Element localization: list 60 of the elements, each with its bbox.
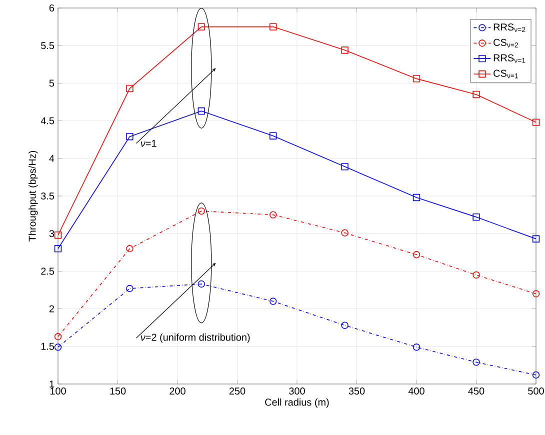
point bbox=[126, 284, 134, 292]
annotation: ν=2 (uniform distribution) bbox=[140, 333, 250, 343]
point bbox=[54, 232, 62, 239]
point bbox=[532, 235, 540, 242]
y-tick-label: 4 bbox=[49, 154, 54, 162]
point bbox=[341, 322, 348, 329]
point bbox=[341, 163, 348, 170]
point bbox=[472, 213, 480, 221]
point bbox=[198, 207, 205, 215]
y-tick-label: 3.5 bbox=[41, 192, 54, 200]
legend-label: RRS$_{ν=2}$ bbox=[494, 23, 526, 32]
x-tick-label: 500 bbox=[528, 388, 544, 395]
x-tick-label: 100 bbox=[50, 388, 66, 395]
point bbox=[198, 23, 205, 30]
y-tick-label: 2.5 bbox=[41, 268, 54, 275]
point bbox=[472, 90, 480, 98]
legend-label: RRS$_{ν=1}$ bbox=[494, 54, 526, 63]
point bbox=[198, 280, 205, 288]
y-tick-label: 1.5 bbox=[41, 342, 54, 350]
y-tick-label: 4.5 bbox=[40, 117, 54, 124]
point bbox=[270, 23, 277, 30]
point bbox=[270, 211, 277, 218]
point bbox=[472, 358, 480, 366]
annotation: ν=1 bbox=[140, 140, 156, 147]
point bbox=[472, 271, 480, 279]
x-tick-label: 350 bbox=[348, 388, 365, 395]
point bbox=[270, 132, 277, 140]
x-tick-label: 450 bbox=[468, 388, 484, 395]
y-tick-label: 6 bbox=[49, 4, 54, 12]
y-tick-label: 5 bbox=[49, 80, 54, 87]
point bbox=[532, 290, 540, 298]
y-tick-label: 1 bbox=[50, 380, 54, 388]
y-tick-label: 2 bbox=[49, 305, 54, 312]
point bbox=[54, 344, 62, 351]
point bbox=[54, 333, 62, 340]
point bbox=[412, 194, 420, 202]
legend-label: CS$_{ν=1}$ bbox=[494, 70, 518, 78]
point bbox=[54, 245, 62, 252]
x-tick-label: 250 bbox=[229, 388, 246, 395]
point bbox=[126, 84, 134, 92]
x-tick-label: 400 bbox=[408, 388, 424, 395]
point bbox=[532, 118, 540, 126]
x-tick-label: 300 bbox=[289, 388, 305, 395]
y-tick-label: 5.5 bbox=[41, 42, 54, 50]
point bbox=[126, 132, 134, 140]
y-axis-title: Throughput (bps/Hz) bbox=[28, 150, 38, 242]
x-tick-label: 150 bbox=[110, 388, 126, 395]
point bbox=[341, 229, 348, 236]
point bbox=[412, 344, 420, 351]
legend-label: CS$_{ν=2}$ bbox=[494, 38, 518, 48]
y-tick-label: 3 bbox=[49, 230, 54, 238]
point bbox=[126, 245, 134, 252]
point bbox=[412, 251, 420, 258]
point bbox=[341, 46, 348, 54]
point bbox=[532, 371, 540, 379]
point bbox=[270, 298, 277, 305]
point bbox=[412, 75, 420, 82]
x-axis-title: Cell radius (m) bbox=[265, 398, 329, 408]
x-tick-label: 200 bbox=[170, 388, 186, 395]
point bbox=[198, 107, 205, 115]
